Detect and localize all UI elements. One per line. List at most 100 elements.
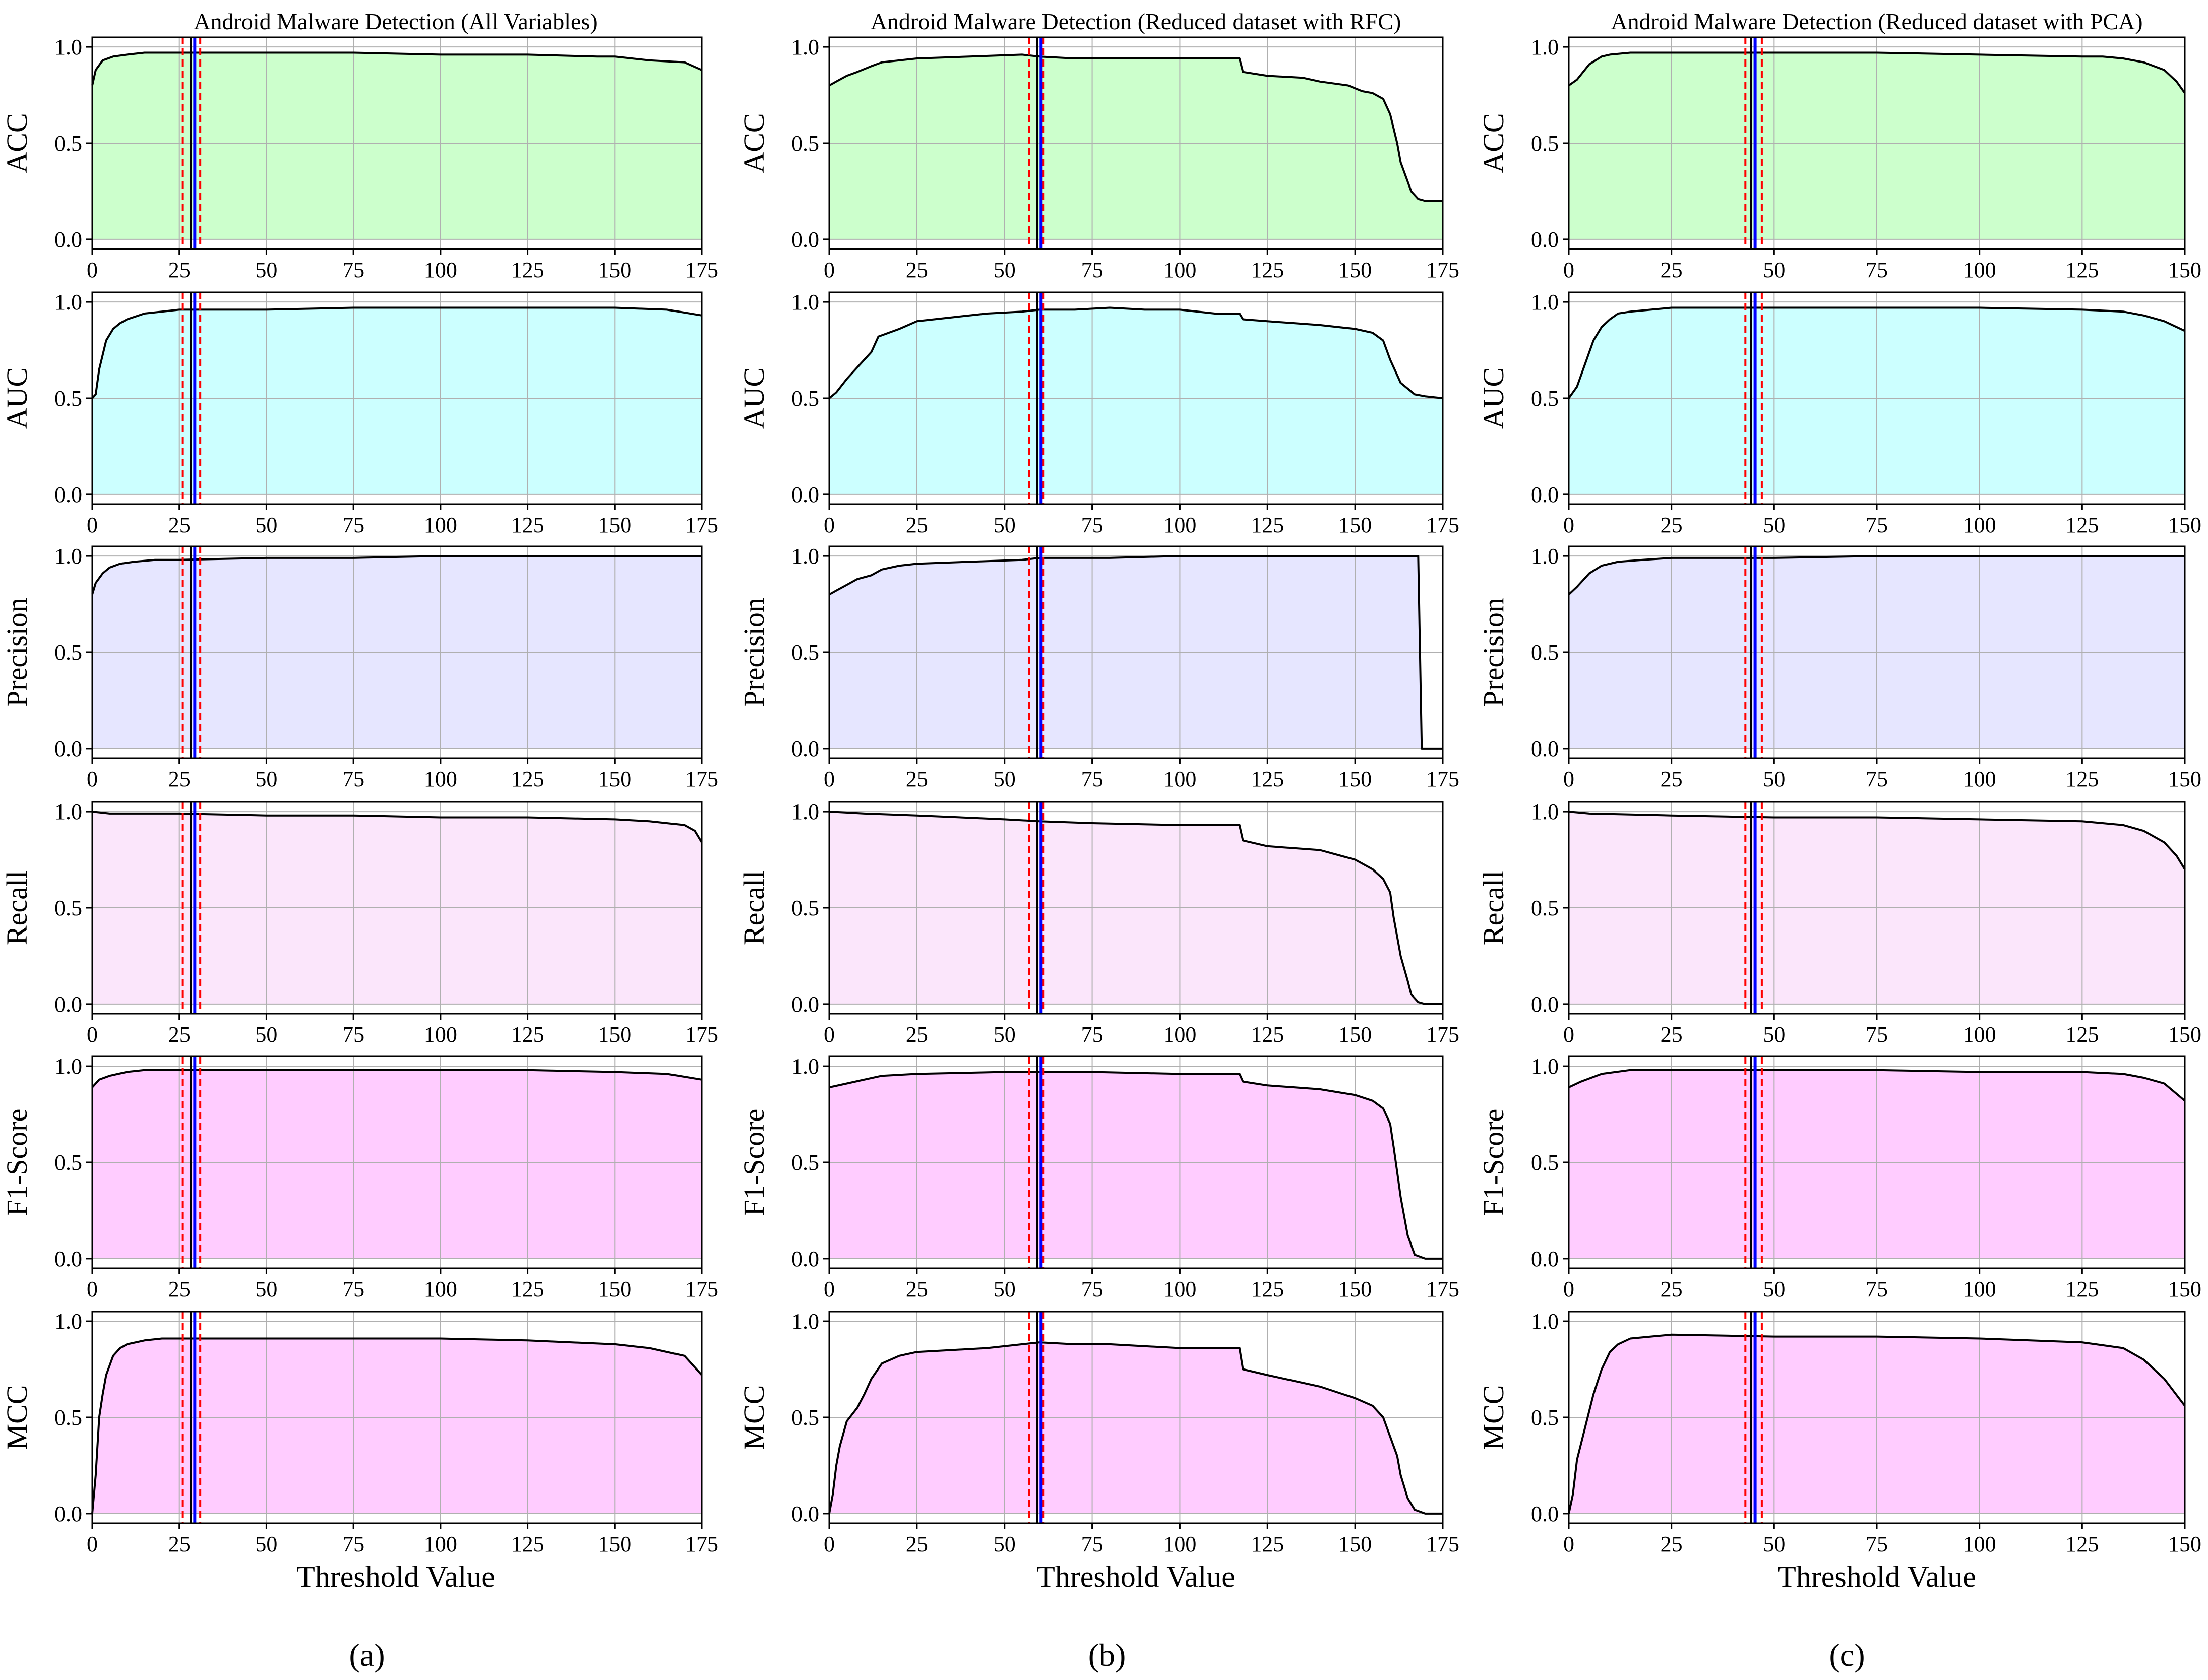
x-tick-label: 75	[1081, 513, 1103, 537]
y-axis-label: MCC	[1477, 1385, 1510, 1450]
subplot-auc: 0 25 50 75 100 125 150 175 0.0 0.5 1.0 AUC	[1, 290, 718, 537]
x-tick-label: 100	[424, 1532, 457, 1557]
x-tick-label: 150	[2168, 1532, 2201, 1557]
x-tick-label: 50	[255, 1277, 277, 1301]
x-tick-label: 175	[1426, 258, 1459, 282]
y-axis-label: AUC	[1, 367, 33, 429]
subplot-precision: 0 25 50 75 100 125 150 0.0 0.5 1.0 Precision	[1477, 544, 2201, 791]
x-tick-label: 50	[1763, 258, 1785, 282]
subplot-f1-score: 0 25 50 75 100 125 150 0.0 0.5 1.0 F1-Score	[1477, 1054, 2201, 1301]
x-tick-label: 175	[1426, 767, 1459, 791]
x-tick-label: 100	[424, 258, 457, 282]
x-tick-label: 25	[1661, 1532, 1683, 1557]
x-tick-label: 125	[511, 1022, 544, 1047]
x-tick-label: 75	[342, 1532, 364, 1557]
x-tick-label: 0	[1563, 513, 1574, 537]
x-tick-label: 75	[1081, 1022, 1103, 1047]
y-tick-label: 0.5	[791, 131, 819, 156]
x-tick-label: 100	[1963, 1277, 1996, 1301]
area-fill	[92, 307, 702, 494]
series-line-acc	[91, 51, 702, 86]
y-tick-label: 1.0	[791, 799, 819, 824]
subplot-recall: 0 25 50 75 100 125 150 175 0.0 0.5 1.0 Recall	[1, 799, 718, 1047]
title-c: Android Malware Detection (Reduced datas…	[1611, 9, 2142, 34]
y-axis-label: Recall	[1477, 870, 1510, 945]
series-line-precision	[1568, 555, 2185, 595]
x-tick-label: 75	[342, 258, 364, 282]
y-tick-label: 1.0	[791, 35, 819, 59]
x-tick-label: 75	[1081, 258, 1103, 282]
subplot-recall: 0 25 50 75 100 125 150 175 0.0 0.5 1.0 Recall	[738, 799, 1459, 1047]
x-tick-label: 25	[1661, 767, 1683, 791]
y-axis-label: F1-Score	[1, 1109, 33, 1216]
area-fill	[92, 1070, 702, 1259]
y-tick-label: 0.5	[1531, 1150, 1559, 1175]
x-tick-label: 100	[1163, 513, 1196, 537]
y-axis-label: MCC	[738, 1385, 770, 1450]
subplot-acc: 0 25 50 75 100 125 150 0.0 0.5 1.0 ACC	[1477, 35, 2201, 282]
x-tick-label: 0	[824, 1022, 835, 1047]
x-tick-label: 50	[1763, 1277, 1785, 1301]
area-fill	[829, 1342, 1443, 1514]
x-tick-label: 25	[906, 513, 928, 537]
x-tick-label: 75	[1866, 1022, 1888, 1047]
x-tick-label: 50	[1763, 1022, 1785, 1047]
title-a: Android Malware Detection (All Variables…	[194, 9, 597, 34]
y-tick-label: 1.0	[1531, 1309, 1559, 1334]
y-tick-label: 0.0	[1531, 736, 1559, 761]
y-tick-label: 1.0	[791, 544, 819, 569]
x-tick-label: 0	[1563, 258, 1574, 282]
x-tick-label: 175	[1426, 1532, 1459, 1557]
y-tick-label: 0.0	[791, 992, 819, 1017]
area-fill	[829, 307, 1443, 494]
y-tick-label: 1.0	[1531, 799, 1559, 824]
series-line-acc	[829, 53, 1443, 202]
x-tick-label: 150	[1338, 1532, 1372, 1557]
x-tick-label: 100	[1163, 767, 1196, 791]
x-tick-label: 50	[1763, 1532, 1785, 1557]
x-tick-label: 125	[1251, 767, 1284, 791]
y-tick-label: 0.5	[791, 1150, 819, 1175]
series-line-auc	[91, 306, 702, 399]
x-tick-label: 125	[2065, 1532, 2099, 1557]
area-fill	[829, 54, 1443, 239]
x-tick-label: 25	[1661, 258, 1683, 282]
x-tick-label: 0	[87, 767, 98, 791]
x-tick-label: 125	[2065, 767, 2099, 791]
x-tick-label: 75	[1866, 513, 1888, 537]
x-tick-label: 125	[1251, 1532, 1284, 1557]
y-tick-label: 0.5	[1531, 896, 1559, 920]
x-tick-label: 150	[598, 1277, 631, 1301]
panel-label-a: (a)	[349, 1637, 385, 1673]
x-tick-label: 175	[685, 513, 718, 537]
x-tick-label: 25	[168, 767, 191, 791]
x-tick-label: 25	[168, 1277, 191, 1301]
x-tick-label: 175	[685, 258, 718, 282]
series-line-recall	[92, 811, 703, 843]
series-line-f1-score	[1568, 1069, 2186, 1102]
panel-label-b: (b)	[1088, 1637, 1126, 1673]
y-axis-label: Recall	[1, 870, 33, 945]
x-tick-label: 100	[1963, 1532, 1996, 1557]
xlabel-c: Threshold Value	[1777, 1560, 1976, 1593]
x-tick-label: 150	[2168, 258, 2201, 282]
x-tick-label: 25	[168, 1532, 191, 1557]
subplot-recall: 0 25 50 75 100 125 150 0.0 0.5 1.0 Recall	[1477, 799, 2201, 1047]
x-tick-label: 125	[511, 1532, 544, 1557]
x-tick-label: 25	[906, 767, 928, 791]
xlabel-a: Threshold Value	[296, 1560, 495, 1593]
x-tick-label: 0	[1563, 1532, 1574, 1557]
y-tick-label: 0.0	[1531, 1502, 1559, 1526]
y-tick-label: 1.0	[54, 544, 82, 569]
x-tick-label: 0	[1563, 1022, 1574, 1047]
y-tick-label: 0.5	[1531, 386, 1559, 411]
y-tick-label: 0.5	[791, 640, 819, 665]
y-axis-label: Precision	[738, 598, 770, 707]
x-tick-label: 175	[685, 1532, 718, 1557]
y-tick-label: 0.5	[1531, 1405, 1559, 1430]
y-tick-label: 1.0	[54, 1054, 82, 1079]
y-tick-label: 0.5	[1531, 640, 1559, 665]
x-tick-label: 0	[824, 1277, 835, 1301]
x-tick-label: 100	[1963, 513, 1996, 537]
